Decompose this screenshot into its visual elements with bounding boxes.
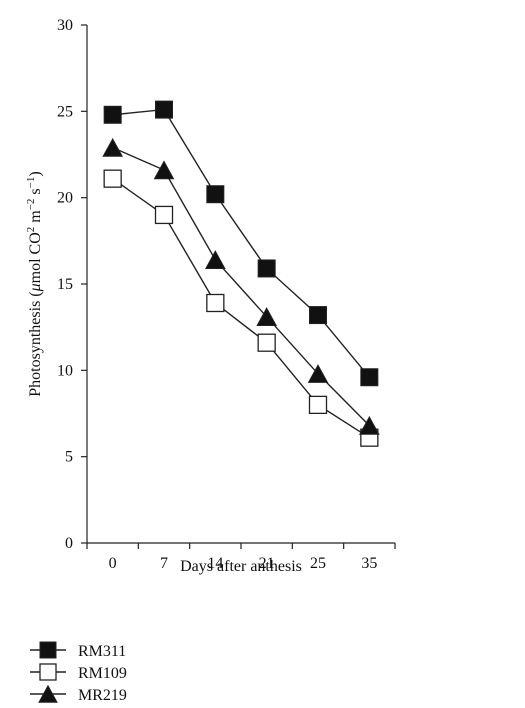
series-line — [112, 146, 370, 427]
data-point-marker — [103, 169, 122, 188]
y-axis-title-sup3: −1 — [25, 177, 37, 189]
data-point-marker — [308, 395, 328, 415]
y-tick-label: 15 — [57, 276, 73, 293]
data-point-marker — [309, 306, 327, 325]
x-tick-label: 25 — [310, 555, 326, 572]
data-point-marker — [360, 368, 379, 387]
x-tick-label: 14 — [207, 555, 223, 572]
y-axis-title: Photosynthesis (μmol CO2 m−2 s−1) — [25, 171, 44, 396]
data-point-marker — [39, 663, 57, 681]
y-axis-title-unit-main: mol CO — [27, 232, 44, 283]
legend-label: RM109 — [78, 665, 127, 682]
legend-label: MR219 — [78, 687, 127, 704]
y-axis-title-unit-m: m — [27, 210, 44, 227]
series-mr219 — [102, 137, 380, 435]
data-point-marker — [257, 259, 276, 278]
series-layer — [102, 100, 380, 447]
legend: RM311 RM109 MR219 — [30, 641, 127, 704]
data-point-marker — [154, 205, 174, 225]
y-tick-label: 5 — [65, 449, 73, 466]
y-tick-label: 0 — [65, 535, 73, 552]
data-point-marker — [206, 185, 225, 204]
x-tick-label: 0 — [109, 555, 117, 572]
data-point-marker — [102, 137, 124, 157]
y-axis-title-unit-s: s — [27, 188, 44, 198]
y-tick-label: 30 — [57, 17, 73, 34]
legend-item: RM109 — [30, 663, 127, 682]
legend-item: RM311 — [30, 641, 126, 660]
x-tick-label: 21 — [259, 555, 275, 572]
y-axis-title-mu: μ — [27, 283, 44, 292]
legend-label: RM311 — [78, 643, 126, 660]
y-axis-title-suffix: ) — [27, 171, 44, 176]
data-point-marker — [153, 160, 175, 180]
series-rm109 — [103, 169, 379, 447]
series-line — [112, 178, 370, 439]
y-tick-label: 25 — [57, 103, 73, 120]
x-tick-label: 7 — [160, 555, 168, 572]
data-point-marker — [39, 641, 57, 659]
y-tick-label: 10 — [57, 362, 73, 379]
data-point-marker — [307, 364, 329, 383]
x-ticks: 0 7 14 21 25 35 — [86, 543, 396, 572]
y-axis-title-prefix: Photosynthesis ( — [27, 291, 44, 396]
x-axis-title: Days after anthesis — [180, 558, 302, 575]
y-axis-title-sup1: 2 — [25, 227, 37, 233]
data-point-marker — [103, 105, 122, 124]
data-point-marker — [206, 293, 225, 313]
data-point-marker — [257, 333, 276, 352]
data-point-marker — [204, 250, 226, 269]
data-point-marker — [38, 684, 58, 703]
data-point-marker — [155, 100, 173, 119]
y-axis-title-sup2: −2 — [25, 199, 37, 211]
y-ticks: 0 5 10 15 20 25 30 — [57, 17, 87, 552]
x-tick-label: 35 — [361, 555, 377, 572]
series-line — [112, 108, 370, 378]
y-tick-label: 20 — [57, 190, 73, 207]
data-point-marker — [256, 307, 278, 326]
series-rm311 — [103, 100, 379, 387]
legend-item: MR219 — [30, 684, 127, 704]
data-point-marker — [358, 415, 380, 435]
